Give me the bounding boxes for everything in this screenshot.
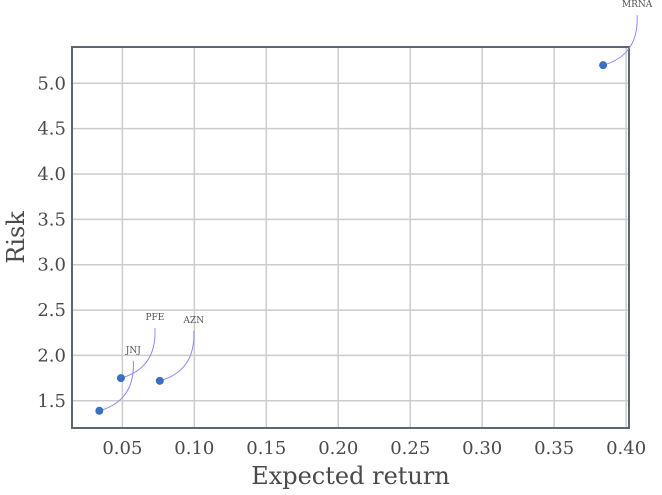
label-jnj: JNJ xyxy=(125,346,141,356)
label-azn: AZN xyxy=(182,316,204,326)
point-pfe xyxy=(116,374,125,383)
y-tick-label: 2.5 xyxy=(37,300,66,321)
label-mrna: MRNA xyxy=(622,0,653,10)
x-tick-label: 0.40 xyxy=(606,438,646,459)
point-mrna xyxy=(599,61,608,70)
x-tick-labels: 0.05 0.10 0.15 0.20 0.25 0.30 0.35 0.40 xyxy=(102,438,646,459)
x-tick-label: 0.25 xyxy=(390,438,430,459)
annotation-connectors xyxy=(99,15,638,412)
y-tick-label: 4.0 xyxy=(37,164,66,185)
y-axis-label: Risk xyxy=(2,211,30,264)
data-points xyxy=(95,61,608,415)
y-tick-label: 5.0 xyxy=(37,73,66,94)
y-tick-label: 2.0 xyxy=(37,345,66,366)
plot-frame xyxy=(71,46,630,429)
connector-pfe xyxy=(120,328,156,379)
connector-azn xyxy=(159,330,195,382)
x-tick-label: 0.15 xyxy=(246,438,286,459)
x-tick-label: 0.10 xyxy=(174,438,214,459)
x-tick-label: 0.20 xyxy=(318,438,358,459)
grid-lines xyxy=(72,47,629,428)
connector-mrna xyxy=(602,15,638,66)
y-tick-labels: 1.5 2.0 2.5 3.0 3.5 4.0 4.5 5.0 xyxy=(37,73,66,412)
x-tick-label: 0.35 xyxy=(534,438,574,459)
y-tick-label: 3.5 xyxy=(37,209,66,230)
point-jnj xyxy=(95,406,104,415)
y-tick-label: 4.5 xyxy=(37,119,66,140)
annotation-labels: MRNA AZN PFE JNJ xyxy=(125,0,653,356)
x-tick-label: 0.30 xyxy=(462,438,502,459)
y-tick-label: 3.0 xyxy=(37,255,66,276)
connector-jnj xyxy=(99,360,134,412)
label-pfe: PFE xyxy=(145,313,164,323)
point-azn xyxy=(155,376,164,385)
y-tick-label: 1.5 xyxy=(37,391,66,412)
x-tick-label: 0.05 xyxy=(102,438,142,459)
x-axis-label: Expected return xyxy=(251,462,450,490)
